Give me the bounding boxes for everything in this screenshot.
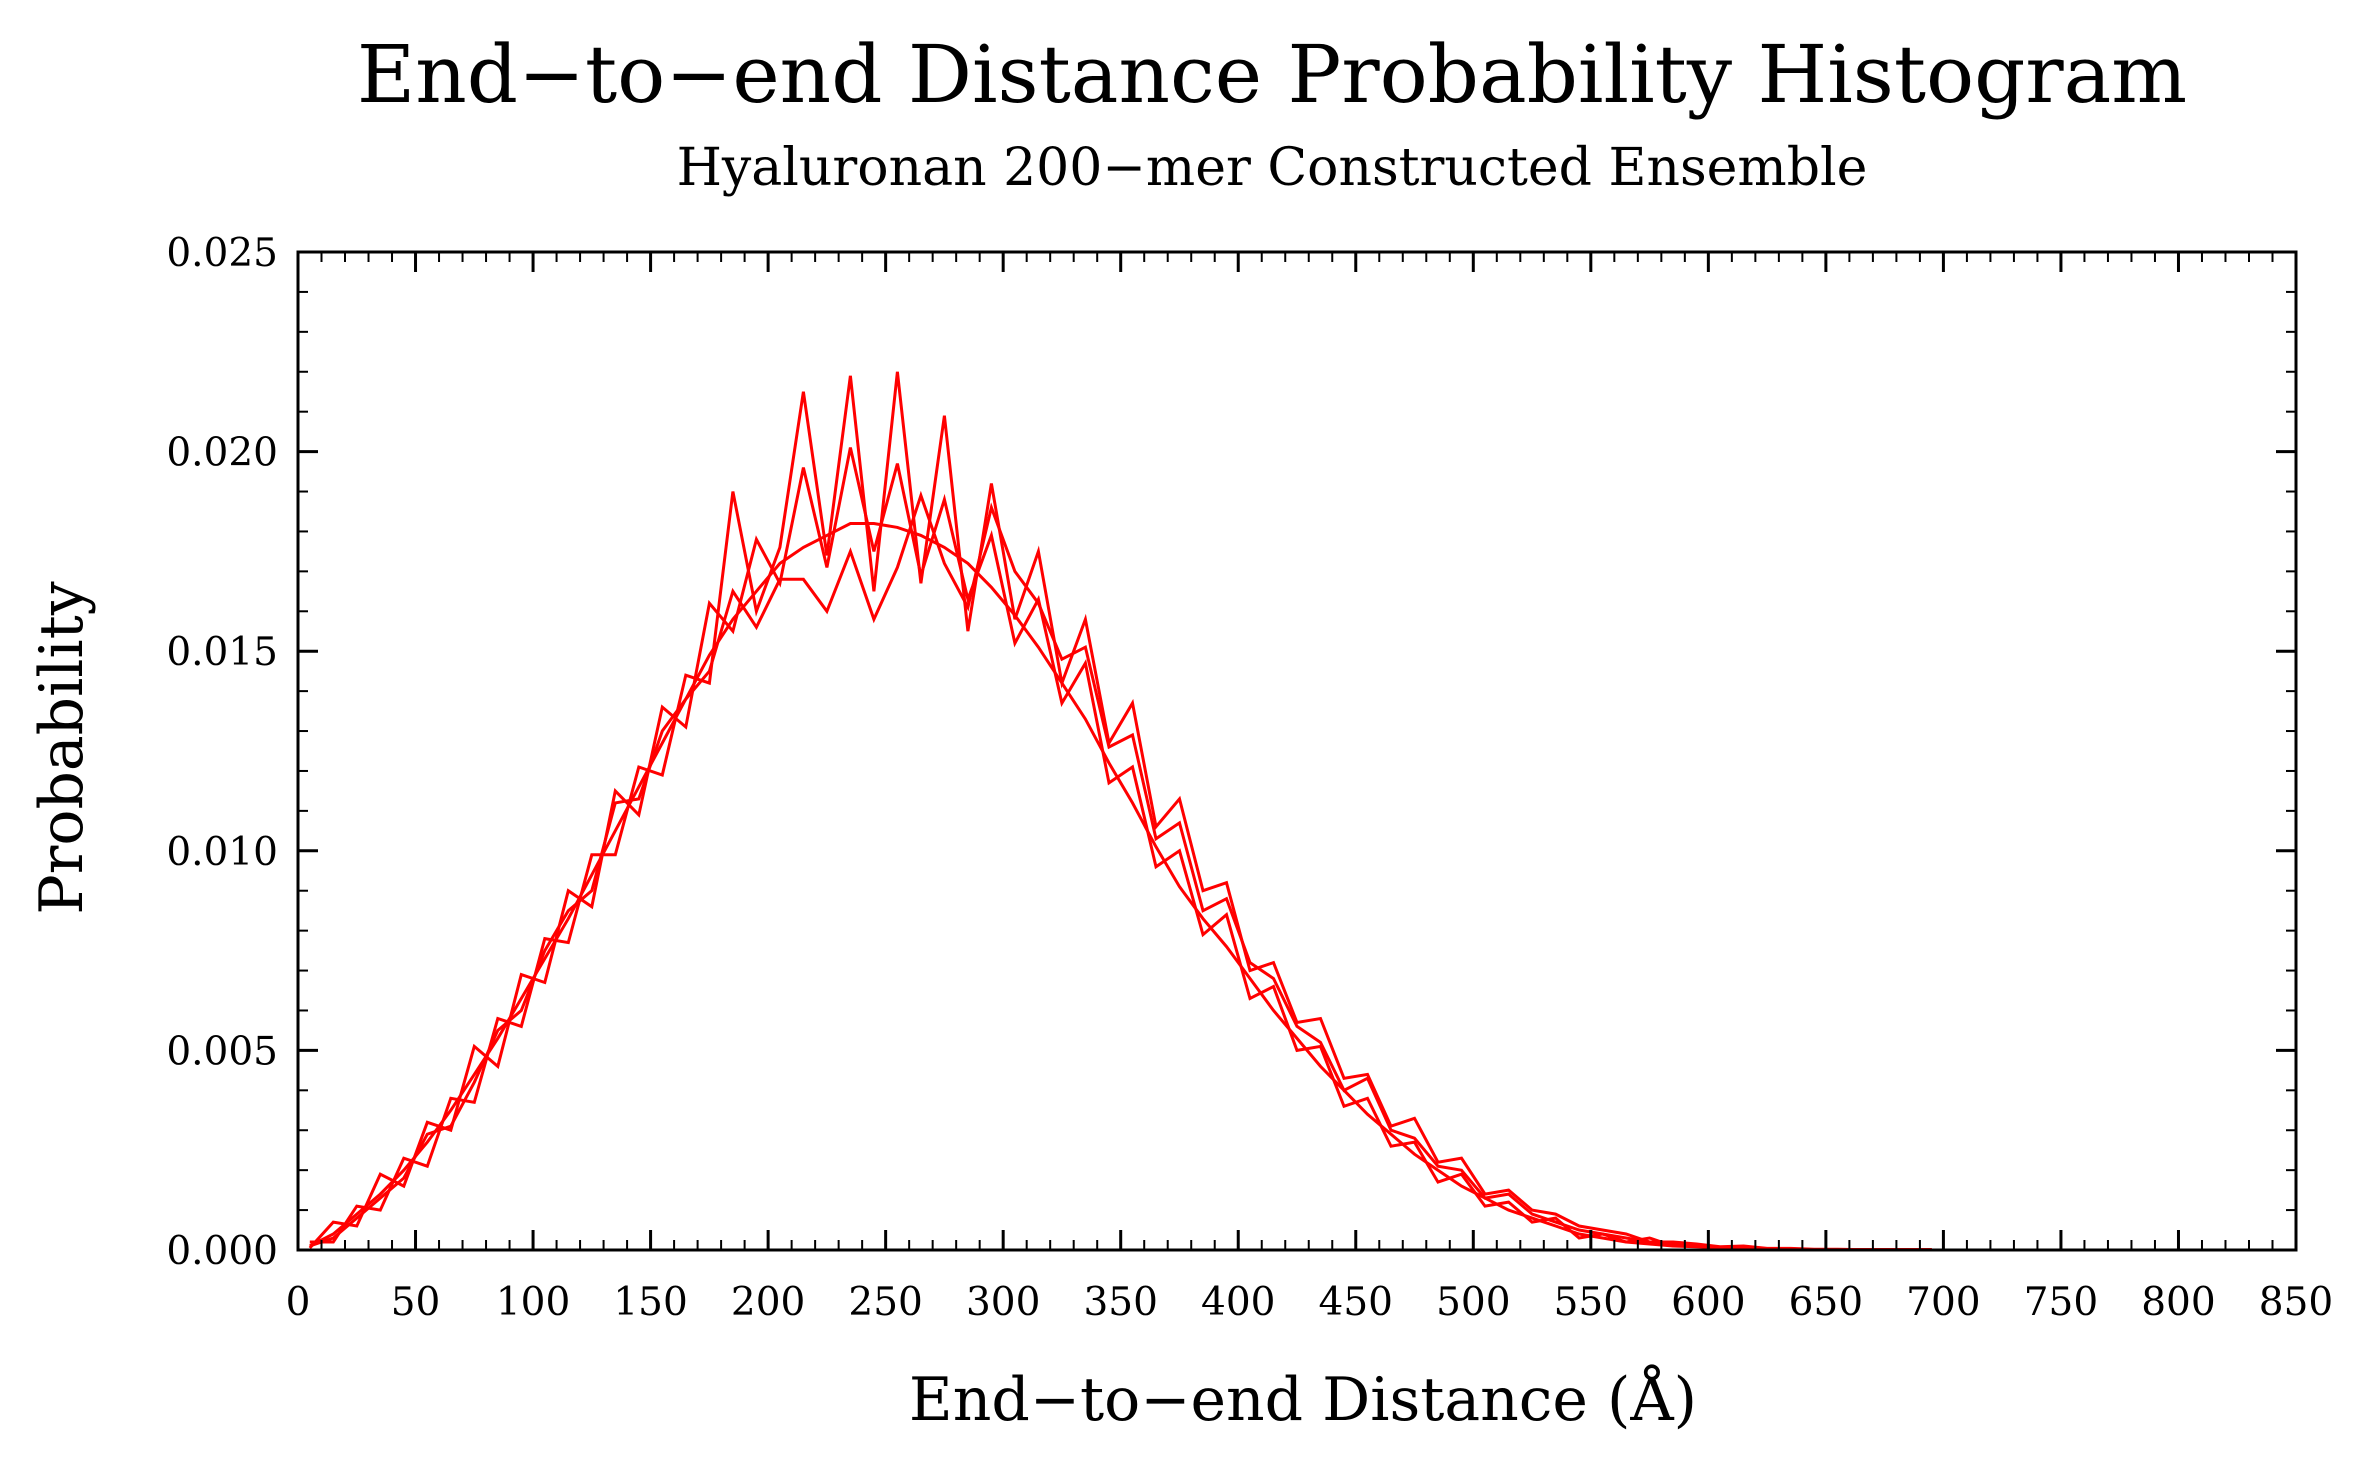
x-tick-label: 500: [1436, 1280, 1510, 1325]
axes-layer: 0 50 100 150 200 250 300 350 400 450 500 550 600 650 7…: [166, 231, 2333, 1325]
chart-title: End−to−end Distance Probability Histogra…: [357, 28, 2187, 121]
x-tick-label: 50: [391, 1280, 441, 1325]
y-tick-label: 0.020: [166, 431, 278, 476]
y-tick-label: 0.025: [166, 231, 278, 276]
x-tick-label: 700: [1906, 1280, 1980, 1325]
x-tick-label: 400: [1201, 1280, 1275, 1325]
x-tick-label: 850: [2259, 1280, 2333, 1325]
x-tick-label: 550: [1554, 1280, 1628, 1325]
x-axis-label: End−to−end Distance (Å): [909, 1364, 1697, 1435]
series-line-1: [309, 522, 1932, 1252]
plot-frame: [296, 250, 2298, 1252]
y-tick-label: 0.005: [166, 1029, 278, 1074]
series-layer: [308, 371, 1932, 1252]
series-line-4: [309, 490, 1932, 1252]
x-tick-label: 450: [1319, 1280, 1393, 1325]
y-tick-label: 0.000: [166, 1229, 278, 1274]
x-tick-label: 100: [496, 1280, 570, 1325]
y-axis-label: Probability: [27, 581, 97, 914]
x-tick-label: 600: [1671, 1280, 1745, 1325]
series-line-2: [308, 447, 1932, 1252]
x-tick-label: 0: [286, 1280, 311, 1325]
series-line-3: [309, 371, 1932, 1252]
x-tick-label: 800: [2141, 1280, 2215, 1325]
y-tick-label: 0.010: [166, 830, 278, 875]
x-tick-label: 250: [848, 1280, 922, 1325]
x-tick-label: 750: [2024, 1280, 2098, 1325]
y-tick-label: 0.015: [166, 630, 278, 675]
x-tick-label: 300: [966, 1280, 1040, 1325]
x-tick-label: 350: [1083, 1280, 1157, 1325]
x-tick-label: 150: [613, 1280, 687, 1325]
x-tick-label: 650: [1789, 1280, 1863, 1325]
x-tick-label: 200: [731, 1280, 805, 1325]
chart-subtitle: Hyaluronan 200−mer Constructed Ensemble: [677, 138, 1868, 198]
